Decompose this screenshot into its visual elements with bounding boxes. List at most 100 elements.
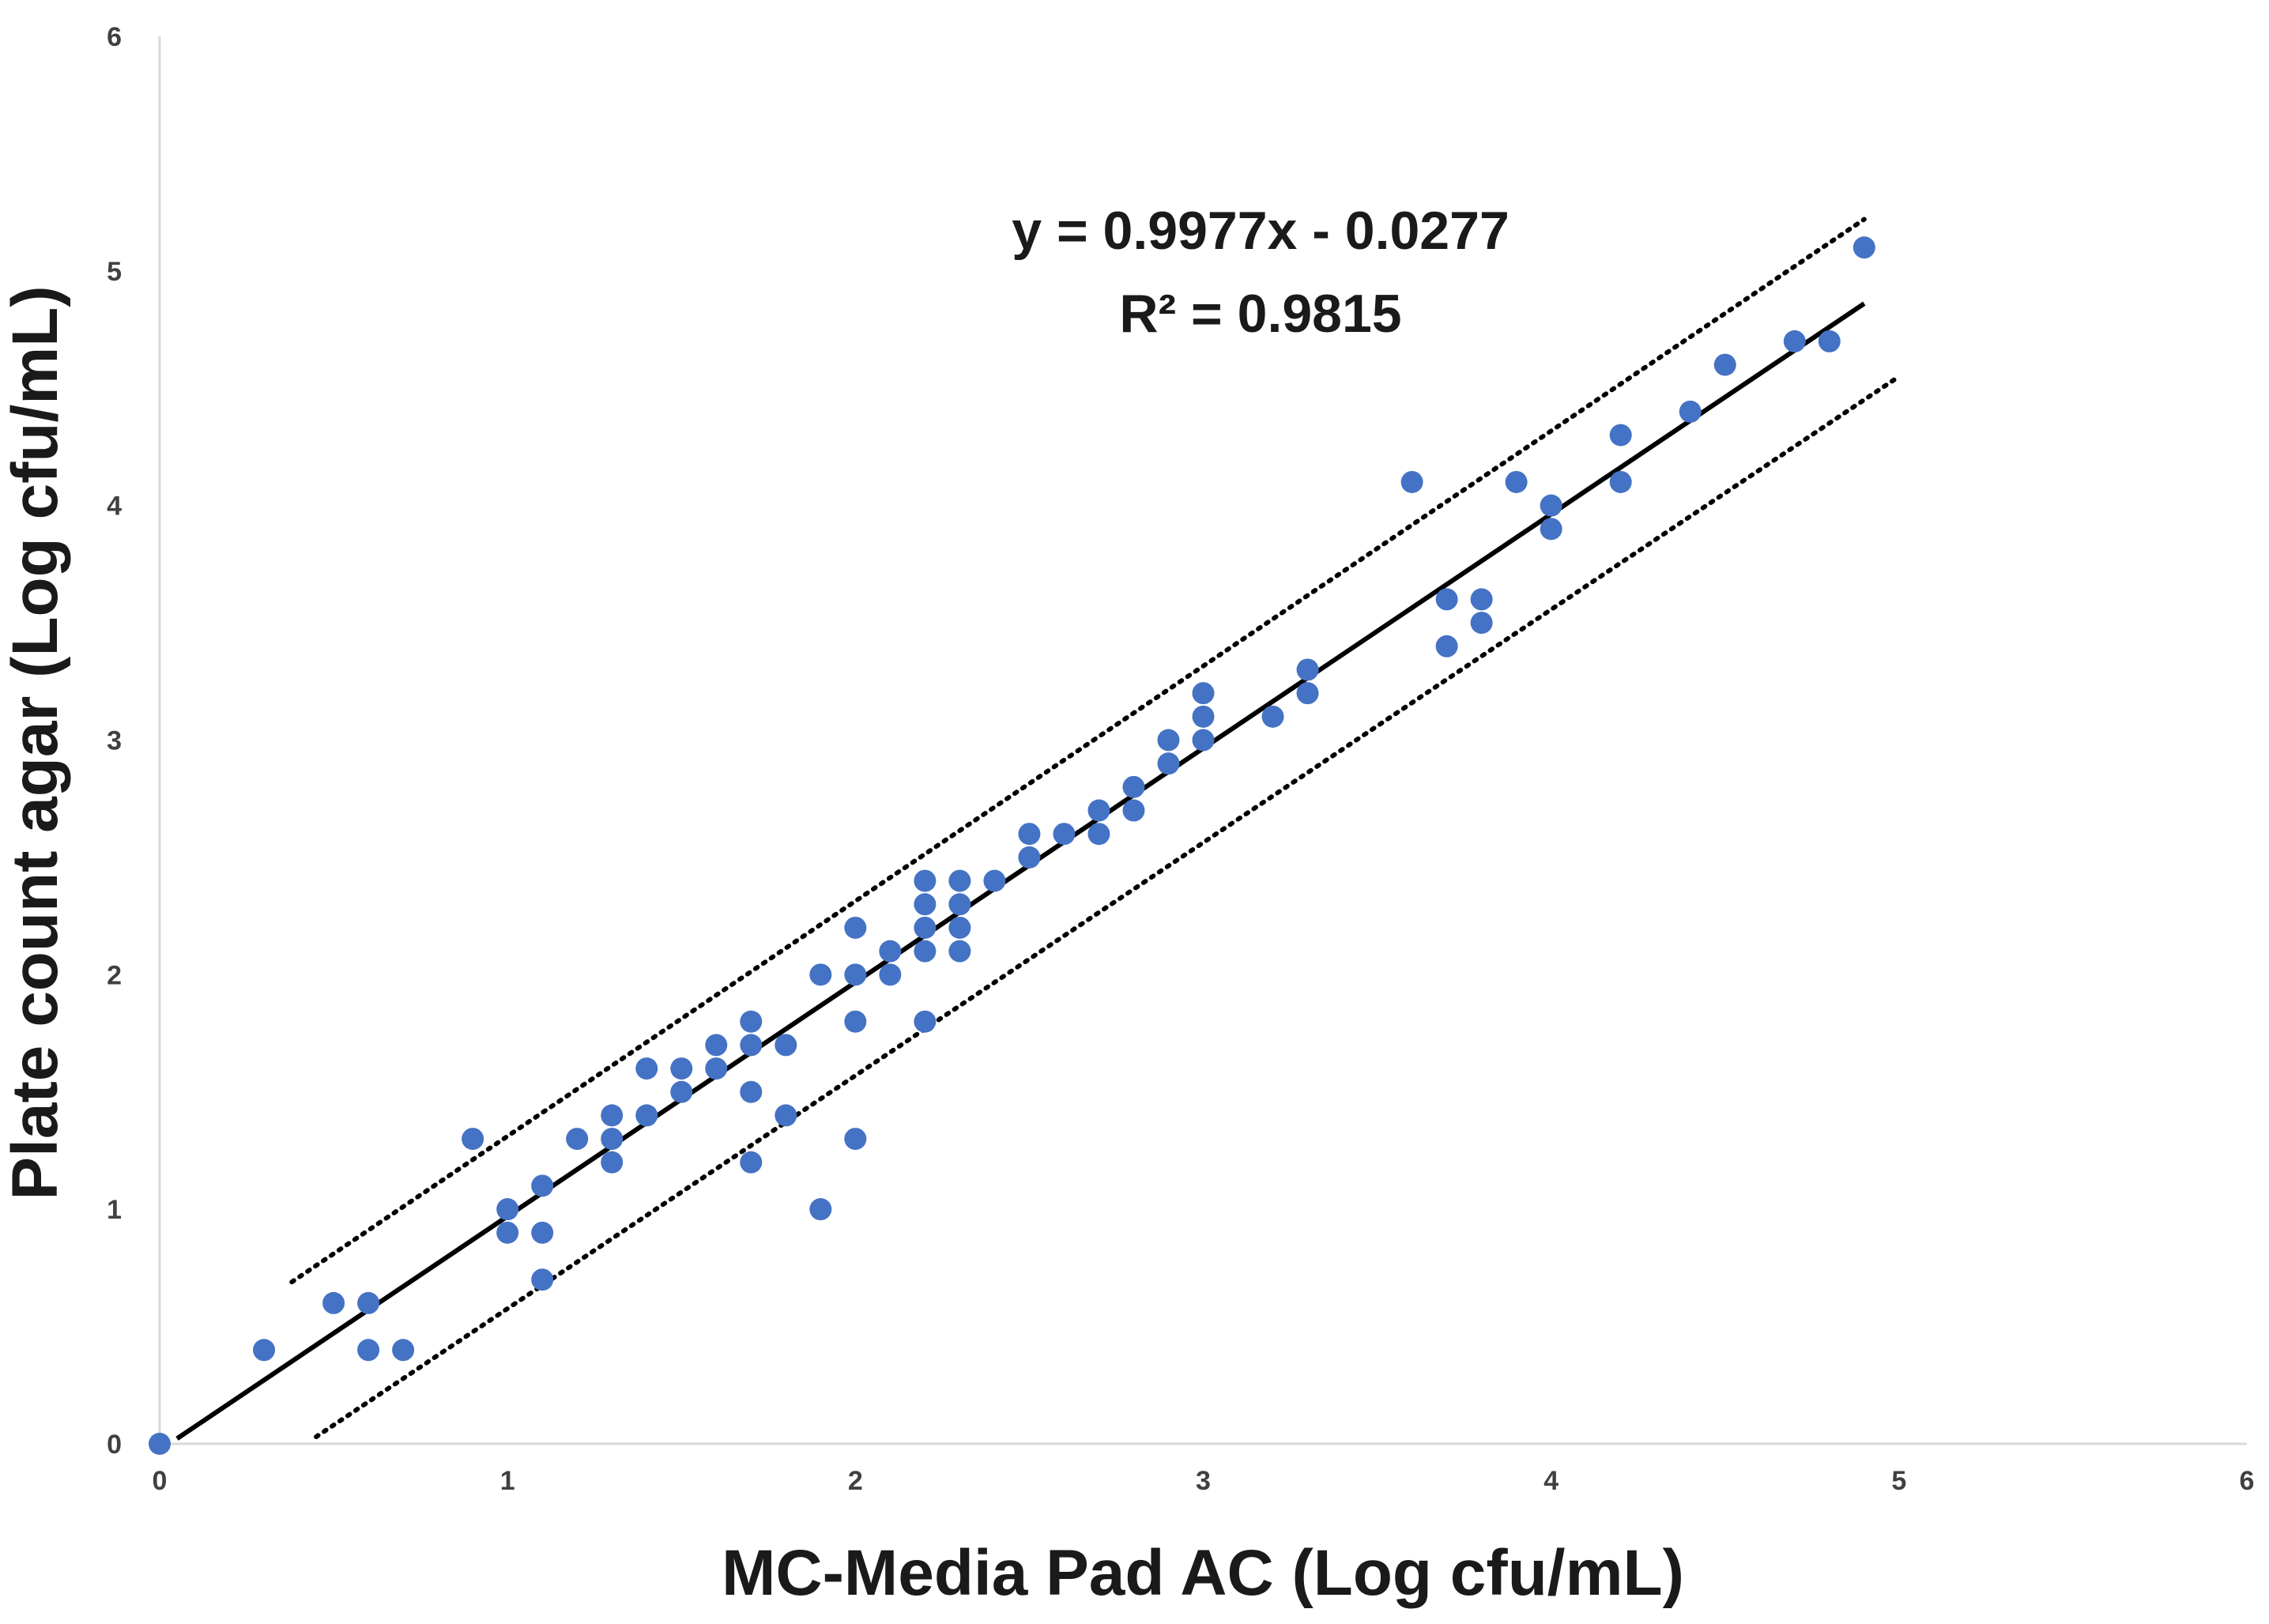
prediction-bounds bbox=[289, 217, 1898, 1440]
y-tick-label: 0 bbox=[107, 1430, 122, 1460]
data-point bbox=[914, 916, 937, 939]
data-point bbox=[740, 1034, 763, 1057]
data-point bbox=[1296, 682, 1319, 705]
data-point bbox=[1853, 236, 1875, 259]
plot-area bbox=[158, 36, 2247, 1445]
data-point bbox=[670, 1057, 693, 1080]
data-point bbox=[948, 916, 971, 939]
trendline-layer bbox=[175, 301, 1866, 1441]
data-point bbox=[531, 1221, 554, 1244]
data-point bbox=[322, 1291, 345, 1314]
data-point bbox=[844, 1128, 867, 1151]
data-point bbox=[809, 1198, 832, 1221]
data-point bbox=[1435, 635, 1458, 658]
data-point bbox=[740, 1151, 763, 1174]
r-squared-label: R² = 0.9815 bbox=[1119, 284, 1401, 344]
data-point bbox=[462, 1128, 484, 1151]
data-point bbox=[531, 1268, 554, 1291]
data-point bbox=[740, 1080, 763, 1103]
data-point bbox=[948, 893, 971, 916]
data-point bbox=[775, 1034, 797, 1057]
data-point bbox=[914, 1010, 937, 1033]
data-point bbox=[1122, 799, 1145, 822]
data-point bbox=[253, 1339, 276, 1362]
data-point bbox=[844, 916, 867, 939]
data-point bbox=[1400, 470, 1423, 493]
data-point bbox=[1679, 400, 1702, 423]
data-point bbox=[670, 1080, 693, 1103]
data-point bbox=[1540, 494, 1562, 517]
data-point bbox=[1192, 705, 1215, 728]
data-point bbox=[149, 1433, 171, 1455]
upper-bound-line bbox=[289, 217, 1867, 1285]
x-axis-title: MC-Media Pad AC (Log cfu/mL) bbox=[722, 1537, 1684, 1609]
y-tick-label: 5 bbox=[107, 257, 122, 287]
tick-labels: 0 1 2 3 4 5 6 0 1 2 3 4 5 6 bbox=[107, 22, 2254, 1496]
data-point bbox=[1122, 775, 1145, 798]
data-point bbox=[1470, 612, 1493, 635]
data-point bbox=[879, 963, 902, 986]
x-tick-label: 3 bbox=[1196, 1466, 1211, 1496]
lower-bound-line bbox=[314, 376, 1898, 1440]
x-tick-label: 6 bbox=[2240, 1466, 2255, 1496]
data-point bbox=[1435, 588, 1458, 611]
data-point bbox=[1505, 470, 1528, 493]
data-point bbox=[914, 869, 937, 892]
data-point bbox=[879, 940, 902, 963]
data-point bbox=[1087, 799, 1110, 822]
y-tick-label: 4 bbox=[107, 492, 122, 522]
data-point bbox=[1261, 705, 1284, 728]
data-point bbox=[1470, 588, 1493, 611]
data-point bbox=[1053, 823, 1076, 846]
data-point bbox=[948, 940, 971, 963]
data-point bbox=[635, 1057, 658, 1080]
data-point bbox=[531, 1174, 554, 1197]
data-point bbox=[1609, 470, 1632, 493]
y-tick-label: 1 bbox=[107, 1195, 122, 1225]
data-point bbox=[1296, 658, 1319, 681]
trendline-equation: y = 0.9977x - 0.0277 bbox=[1012, 201, 1510, 261]
data-point bbox=[357, 1339, 380, 1362]
data-point bbox=[1540, 518, 1562, 541]
x-tick-label: 4 bbox=[1543, 1466, 1559, 1496]
data-point bbox=[809, 963, 832, 986]
x-tick-label: 5 bbox=[1891, 1466, 1906, 1496]
y-axis-title: Plate count agar (Log cfu/mL) bbox=[0, 285, 71, 1200]
x-tick-label: 2 bbox=[848, 1466, 863, 1496]
data-point bbox=[1192, 729, 1215, 752]
data-point bbox=[775, 1104, 797, 1127]
data-point bbox=[844, 1010, 867, 1033]
x-tick-label: 1 bbox=[500, 1466, 515, 1496]
data-point bbox=[948, 869, 971, 892]
data-point bbox=[496, 1198, 519, 1221]
data-point bbox=[1018, 846, 1041, 869]
data-point bbox=[1157, 752, 1180, 775]
data-point bbox=[1157, 729, 1180, 752]
data-point bbox=[601, 1128, 624, 1151]
data-point bbox=[740, 1010, 763, 1033]
data-point bbox=[392, 1339, 415, 1362]
y-tick-label: 3 bbox=[107, 726, 122, 756]
data-point bbox=[1192, 682, 1215, 705]
y-tick-label: 2 bbox=[107, 960, 122, 990]
data-point bbox=[1087, 823, 1110, 846]
data-point bbox=[1818, 330, 1841, 352]
x-tick-label: 0 bbox=[153, 1466, 168, 1496]
y-tick-label: 6 bbox=[107, 22, 122, 52]
data-point bbox=[496, 1221, 519, 1244]
data-point bbox=[844, 963, 867, 986]
data-point bbox=[566, 1128, 589, 1151]
trendline bbox=[175, 301, 1866, 1441]
data-point bbox=[635, 1104, 658, 1127]
data-point bbox=[1713, 353, 1736, 376]
data-point bbox=[601, 1151, 624, 1174]
data-point bbox=[1018, 823, 1041, 846]
data-point bbox=[1783, 330, 1806, 352]
data-point bbox=[1609, 424, 1632, 447]
data-point bbox=[983, 869, 1006, 892]
data-points bbox=[149, 236, 1875, 1455]
data-point bbox=[705, 1034, 728, 1057]
data-point bbox=[914, 940, 937, 963]
data-point bbox=[914, 893, 937, 916]
